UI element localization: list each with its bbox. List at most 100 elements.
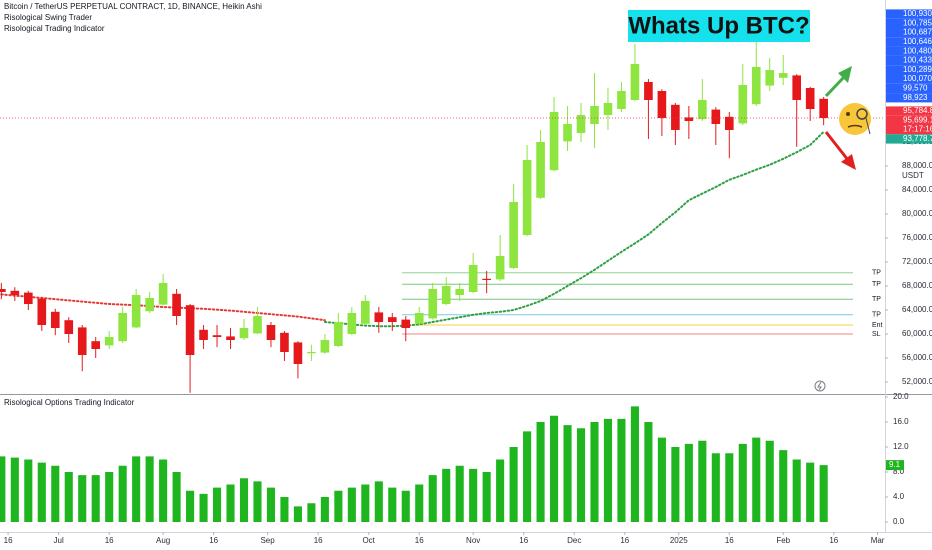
- y-tick-label: 64,000.0: [902, 305, 932, 314]
- histogram-bar: [253, 481, 262, 522]
- candle-body: [50, 311, 60, 328]
- candle-body: [320, 340, 330, 353]
- histogram-bar: [657, 437, 666, 522]
- price-label: 100,070: [903, 74, 932, 83]
- candle-body: [698, 100, 707, 120]
- histogram-bar: [401, 490, 410, 522]
- price-label-box: [886, 74, 932, 84]
- histogram-bar: [523, 431, 532, 522]
- candle-body: [131, 295, 141, 328]
- price-label: 99,570: [903, 84, 928, 93]
- candle-body: [401, 319, 411, 328]
- candle-body: [549, 112, 559, 171]
- y-tick-label: 84,000.0: [902, 185, 932, 194]
- histogram-bar: [698, 440, 707, 522]
- histogram-bar: [644, 422, 653, 522]
- candle-body: [172, 293, 181, 316]
- candle-body: [361, 301, 370, 324]
- x-tick-label: 16: [829, 536, 838, 545]
- candle-body: [724, 116, 734, 130]
- candle-body: [482, 278, 491, 280]
- histogram-bar: [603, 418, 613, 522]
- candle-body: [374, 312, 384, 322]
- candle-body: [199, 329, 208, 340]
- price-label-box: [886, 46, 932, 56]
- y-tick-label: 0.0: [893, 517, 905, 526]
- histogram-bar: [469, 468, 478, 522]
- histogram-bar: [145, 456, 154, 522]
- currency-label: USDT: [902, 171, 924, 180]
- candle-body: [212, 335, 222, 337]
- candle-body: [657, 91, 667, 118]
- candle-body: [468, 265, 478, 292]
- price-label-box: [886, 37, 932, 47]
- moving-average: [0, 293, 326, 322]
- histogram-bar: [293, 506, 302, 522]
- histogram-bar: [536, 422, 545, 522]
- candle-body: [630, 64, 640, 100]
- price-label: 100,289: [903, 65, 932, 74]
- histogram-bar: [172, 472, 181, 522]
- x-tick-label: Jul: [54, 536, 64, 545]
- histogram-bar: [159, 459, 168, 522]
- candle-body: [226, 336, 235, 340]
- y-tick-label: 80,000.0: [902, 209, 932, 218]
- x-tick-label: 16: [415, 536, 424, 545]
- x-tick-label: Nov: [466, 536, 480, 545]
- price-label-box: [886, 83, 932, 94]
- histogram-bar: [91, 475, 100, 522]
- y-tick-label: 56,000.0: [902, 353, 932, 362]
- last-value-box: [886, 460, 904, 471]
- candle-body: [307, 352, 316, 354]
- candle-body: [64, 320, 74, 334]
- histogram-bar: [320, 497, 329, 522]
- price-label: 98,923: [903, 93, 928, 102]
- histogram-bar: [105, 472, 114, 522]
- histogram-bar: [738, 443, 747, 522]
- candle-body: [751, 67, 761, 105]
- histogram-bar: [0, 456, 6, 522]
- candle-body: [671, 104, 680, 130]
- level-label: Ent: [872, 322, 883, 329]
- price-label: 95,699.1: [903, 115, 932, 124]
- x-tick-label: 16: [725, 536, 734, 545]
- price-label-box: [886, 125, 932, 135]
- histogram-bar: [617, 418, 626, 522]
- candle-body: [509, 202, 518, 268]
- price-label-box: [886, 93, 932, 103]
- candle-body: [280, 332, 289, 352]
- price-label: 100,480: [903, 46, 932, 55]
- level-label: SL: [872, 331, 881, 338]
- histogram-bar: [550, 415, 559, 522]
- candle-body: [347, 313, 357, 334]
- histogram-bar: [752, 437, 761, 522]
- price-label-box: [886, 18, 932, 28]
- histogram-bar: [51, 465, 60, 522]
- histogram-bar: [415, 484, 424, 522]
- histogram-bar: [24, 459, 33, 522]
- candle-body: [603, 103, 613, 115]
- price-label: 95,784.8: [903, 106, 932, 115]
- candle-body: [414, 313, 424, 324]
- level-label: TP: [872, 281, 881, 288]
- price-label-box: [886, 55, 932, 66]
- level-label: TP: [872, 296, 881, 303]
- price-label-box: [886, 65, 932, 75]
- candle-body: [590, 106, 599, 124]
- histogram-bar: [792, 459, 801, 522]
- x-tick-label: Feb: [776, 536, 790, 545]
- candle-body: [145, 298, 154, 312]
- candle-body: [104, 337, 114, 346]
- histogram-bar: [563, 425, 572, 522]
- histogram-bar: [239, 478, 249, 522]
- candle-body: [158, 283, 168, 305]
- price-label-box: [886, 115, 932, 125]
- y-tick-label: 52,000.0: [902, 377, 932, 386]
- candle-body: [819, 98, 828, 118]
- x-tick-label: 16: [620, 536, 629, 545]
- candle-body: [684, 117, 694, 121]
- histogram-bar: [630, 406, 639, 522]
- y-tick-label: 60,000.0: [902, 329, 932, 338]
- x-tick-label: 16: [209, 536, 218, 545]
